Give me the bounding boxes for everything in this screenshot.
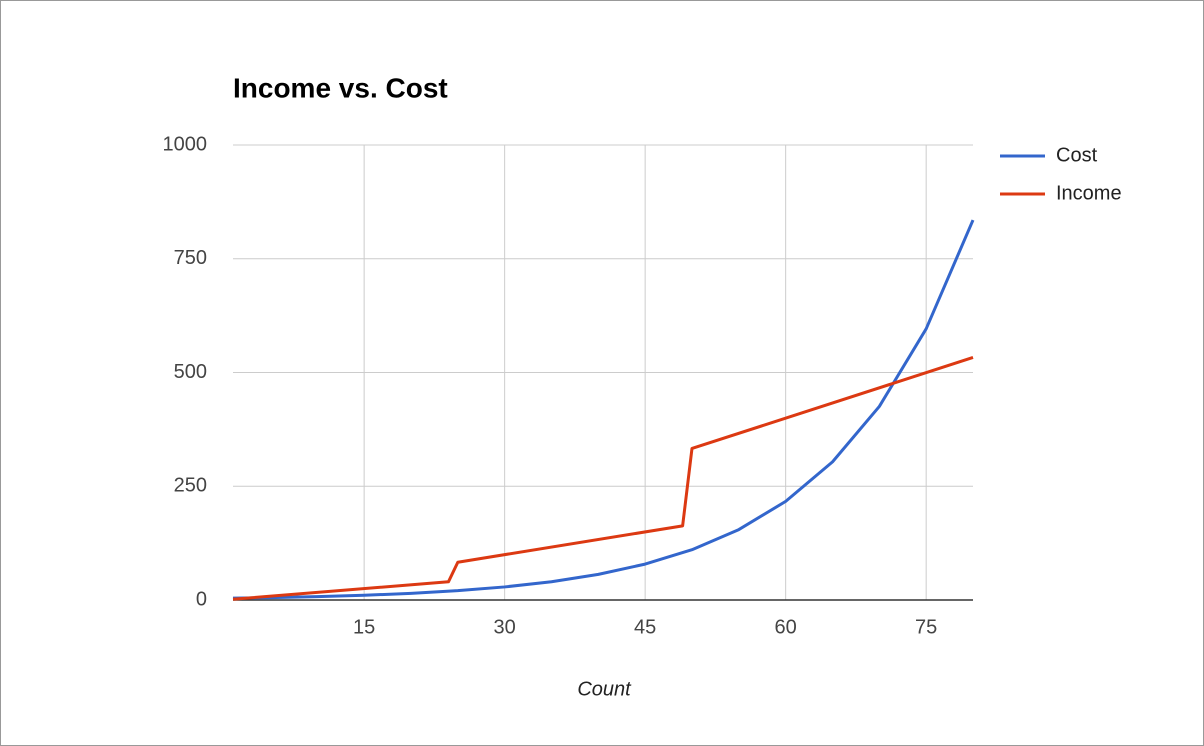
x-tick-label: 30	[494, 616, 516, 638]
x-tick-label: 75	[915, 616, 937, 638]
y-tick-label: 1000	[163, 133, 208, 155]
y-tick-label: 250	[174, 475, 207, 497]
x-tick-label: 60	[775, 616, 797, 638]
y-tick-label: 750	[174, 247, 207, 269]
x-tick-label: 15	[353, 616, 375, 638]
legend-label: Cost	[1056, 144, 1098, 166]
y-tick-label: 0	[196, 588, 207, 610]
chart-title: Income vs. Cost	[233, 72, 448, 103]
x-axis-label: Count	[577, 678, 632, 700]
x-tick-label: 45	[634, 616, 656, 638]
y-tick-label: 500	[174, 361, 207, 383]
series-line	[232, 356, 974, 601]
series-line	[232, 219, 975, 600]
legend-label: Income	[1056, 182, 1122, 204]
